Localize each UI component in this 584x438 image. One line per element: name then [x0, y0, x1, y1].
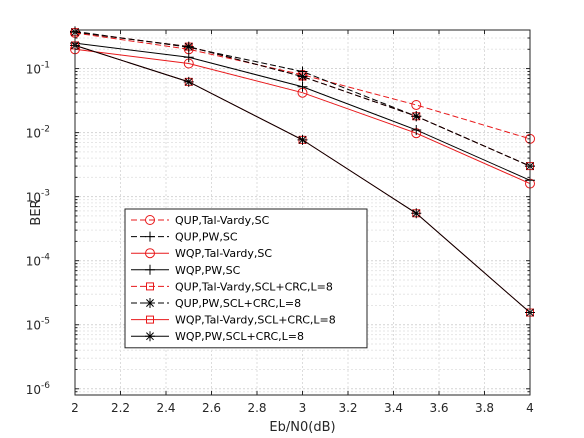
marker-plus	[145, 231, 155, 242]
x-tick-label: 3.6	[429, 401, 448, 415]
y-axis-label: BER	[29, 199, 44, 225]
legend-label: QUP,Tal-Vardy,SC	[175, 214, 270, 227]
legend-label: QUP,Tal-Vardy,SCL+CRC,L=8	[175, 280, 333, 293]
marker-asterisk	[145, 331, 155, 342]
x-axis-label: Eb/N0(dB)	[269, 420, 335, 435]
legend-entry: WQP,Tal-Vardy,SC	[131, 247, 272, 260]
x-tick-label: 3	[299, 401, 307, 415]
legend-marker	[146, 315, 154, 324]
legend-marker	[146, 282, 154, 291]
marker-asterisk	[297, 71, 308, 82]
x-tick-label: 3.4	[384, 401, 403, 415]
x-tick-label: 2	[71, 401, 79, 415]
legend-label: WQP,Tal-Vardy,SC	[175, 247, 272, 260]
legend-entry: QUP,PW,SCL+CRC,L=8	[131, 297, 301, 310]
legend-box	[124, 208, 368, 349]
data-point	[297, 134, 308, 145]
y-tick-label: 10-1	[26, 61, 50, 77]
x-tick-label: 2.4	[156, 401, 175, 415]
marker-asterisk	[411, 111, 422, 122]
legend-entry: WQP,PW,SCL+CRC,L=8	[131, 330, 304, 343]
legend-entry: QUP,Tal-Vardy,SCL+CRC,L=8	[131, 280, 333, 293]
y-tick-label: 10-4	[26, 253, 51, 269]
marker-asterisk	[145, 298, 155, 308]
marker-circle	[145, 215, 155, 225]
legend-entry: WQP,Tal-Vardy,SCL+CRC,L=8	[131, 314, 336, 327]
data-point	[411, 208, 422, 219]
legend-marker	[145, 231, 155, 242]
data-point	[411, 124, 422, 135]
legend-marker	[145, 248, 155, 259]
x-tick-label: 3.2	[338, 401, 357, 415]
legend: QUP,Tal-Vardy,SC QUP,PW,SC WQP,Tal-Vardy,S…	[124, 208, 368, 349]
legend-marker	[145, 264, 155, 275]
data-point	[183, 76, 194, 87]
marker-plus	[145, 264, 155, 275]
marker-circle	[145, 248, 155, 259]
y-tick-label: 10-5	[26, 317, 50, 333]
marker-circle	[411, 99, 422, 110]
legend-marker	[145, 298, 155, 308]
legend-label: WQP,PW,SCL+CRC,L=8	[175, 330, 304, 343]
y-tick-label: 10-2	[26, 125, 50, 141]
marker-asterisk	[183, 76, 194, 87]
series-line	[74, 32, 531, 140]
series-line	[74, 48, 531, 185]
x-tick-label: 2.8	[247, 401, 266, 415]
data-point	[411, 99, 422, 110]
x-tick-label: 4	[526, 401, 534, 415]
legend-label: WQP,PW,SC	[175, 264, 241, 277]
marker-square	[146, 315, 154, 324]
x-tick-label: 2.2	[111, 401, 130, 415]
legend-label: QUP,PW,SC	[175, 231, 238, 244]
data-point	[411, 111, 422, 122]
legend-entry: QUP,PW,SC	[131, 231, 238, 244]
legend-entry: WQP,PW,SC	[131, 264, 241, 277]
marker-plus	[183, 52, 194, 63]
marker-asterisk	[297, 134, 308, 145]
legend-label: WQP,Tal-Vardy,SCL+CRC,L=8	[175, 314, 336, 327]
marker-square	[146, 282, 154, 291]
series-line	[74, 31, 531, 167]
legend-label: QUP,PW,SCL+CRC,L=8	[175, 297, 301, 310]
data-point	[297, 81, 308, 92]
marker-plus	[411, 124, 422, 135]
legend-marker	[145, 331, 155, 342]
legend-entry: QUP,Tal-Vardy,SC	[131, 214, 270, 227]
series-group	[70, 26, 535, 318]
axis-ticks: 2 2.2 2.4 2.6 2.8 3 3.2 3.4 3.6 3.8 4 10-6 10-5 10-4 1…	[26, 29, 534, 415]
data-point	[297, 71, 308, 82]
y-tick-label: 10-3	[26, 189, 50, 205]
y-tick-label: 10-6	[26, 381, 51, 397]
x-tick-label: 3.8	[475, 401, 494, 415]
marker-plus	[297, 81, 308, 92]
x-tick-label: 2.6	[202, 401, 221, 415]
data-point	[183, 41, 194, 52]
marker-asterisk	[183, 41, 194, 52]
marker-asterisk	[411, 208, 422, 219]
data-point	[183, 52, 194, 63]
legend-marker	[145, 215, 155, 225]
